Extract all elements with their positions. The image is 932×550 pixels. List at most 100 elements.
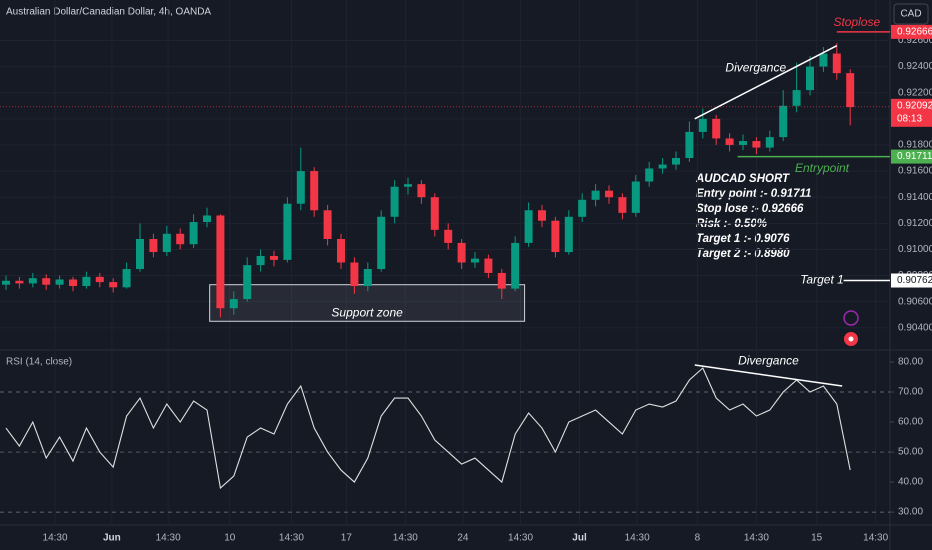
x-tick-label: 14:30 [625,533,650,544]
y-tick-label: 0.92600 [898,35,932,46]
candle-body [524,210,533,243]
candle-body [471,258,479,263]
trendline-label: Divergance [725,60,786,74]
y-tick-label: 0.91200 [898,218,932,229]
candle-body [377,216,386,270]
x-tick-label: 14:30 [508,533,533,544]
notes: AUDCAD SHORT Entry point :- 0.91711 Stop… [695,173,811,260]
trendline [694,364,843,387]
candle-body [350,262,359,287]
currency-box[interactable] [893,3,929,25]
note: Stop lose :- 0.92666 [696,203,804,215]
candle-body [95,276,104,283]
candle-body [712,118,721,139]
candle-body [765,137,774,148]
candle-body [28,278,37,284]
x-tick-label: 24 [457,533,469,544]
candle-body [564,216,573,253]
y-tick-label: 0.91400 [898,192,932,203]
trendline [694,45,838,120]
candle-body [243,265,252,300]
candle-body [538,210,546,221]
candle-body [819,53,828,67]
candle-body [363,269,372,287]
countdown-label: 08:13 [897,113,922,124]
x-tick-label: 14:30 [279,533,304,544]
last-price-tag [891,98,932,127]
candle-body [42,278,51,285]
candle-body [457,242,466,263]
candle-body [551,220,560,253]
candle-body [162,233,171,253]
candle-body [484,258,493,273]
x-tick-label: 14:30 [744,533,769,544]
level-tag-label: 0.91711 [897,151,932,162]
note: Target 2 :- 0.8980 [696,248,790,260]
candle-body [296,171,305,204]
x-tick-label: 17 [341,533,353,544]
level-tag [891,149,932,164]
candle-body [15,280,24,284]
candle-body [752,141,761,148]
candle-body [176,233,185,245]
y-tick-label: 30.00 [898,507,923,518]
candle-body [310,171,319,211]
y-tick-label: 0.90600 [898,296,932,307]
y-tick-label: 50.00 [898,447,923,458]
level-name: Entrypoint [795,161,850,175]
candle-body [511,242,520,289]
candle-body [806,66,814,91]
support-zone [209,284,526,322]
candle-body [645,168,654,182]
alert-icon[interactable] [843,310,859,326]
level-tag [891,24,932,39]
candle-body [229,299,238,309]
record-icon-dot [848,336,854,342]
y-tick-label: 0.91600 [898,166,932,177]
y-tick-label: 0.91800 [898,140,932,151]
currency[interactable]: CAD [900,9,921,20]
level-tag-label: 0.92666 [897,27,932,38]
x-tick-label: Jun [103,533,121,544]
last-price-label: 0.92092 [897,100,932,111]
candle-body [618,197,627,213]
y-tick-label: 0.91000 [898,244,932,255]
candle-body [417,184,426,198]
note: Risk :- 0.50% [696,218,767,230]
candle-body [404,184,412,187]
y-tick-label: 60.00 [898,417,923,428]
candle-body [631,181,640,213]
rsi-title: RSI (14, close) [6,357,72,368]
candle-body [832,53,841,74]
rsi-line [5,367,851,490]
candle-body [323,210,332,239]
candle-body [444,229,453,243]
note: Target 1 :- 0.9076 [696,233,790,245]
candle-body [846,73,855,108]
candle-body [69,279,77,287]
level-tag-label: 0.90762 [897,275,932,286]
x-tick-label: 14:30 [43,533,68,544]
candle-body [283,203,292,260]
candle-body [2,280,10,285]
x-tick-label: 10 [224,533,236,544]
note: Entry point :- 0.91711 [696,188,811,200]
x-tick-label: 14:30 [156,533,181,544]
trendline-label: Divergance [738,354,799,368]
candle-body [122,269,131,288]
candle-body [82,276,91,287]
x-tick-label: 14:30 [863,533,888,544]
chart-title: Australian Dollar/Canadian Dollar, 4h, O… [6,7,211,18]
candle-body [203,215,211,223]
candle-body [792,90,801,106]
level-name: Stoplose [833,15,880,29]
y-tick-label: 70.00 [898,387,923,398]
candle-body [739,141,747,145]
candle-body [591,190,600,200]
candle-body [390,186,399,217]
candle-body [430,197,439,230]
x-tick-label: 14:30 [393,533,418,544]
y-tick-label: 80.00 [898,357,923,368]
